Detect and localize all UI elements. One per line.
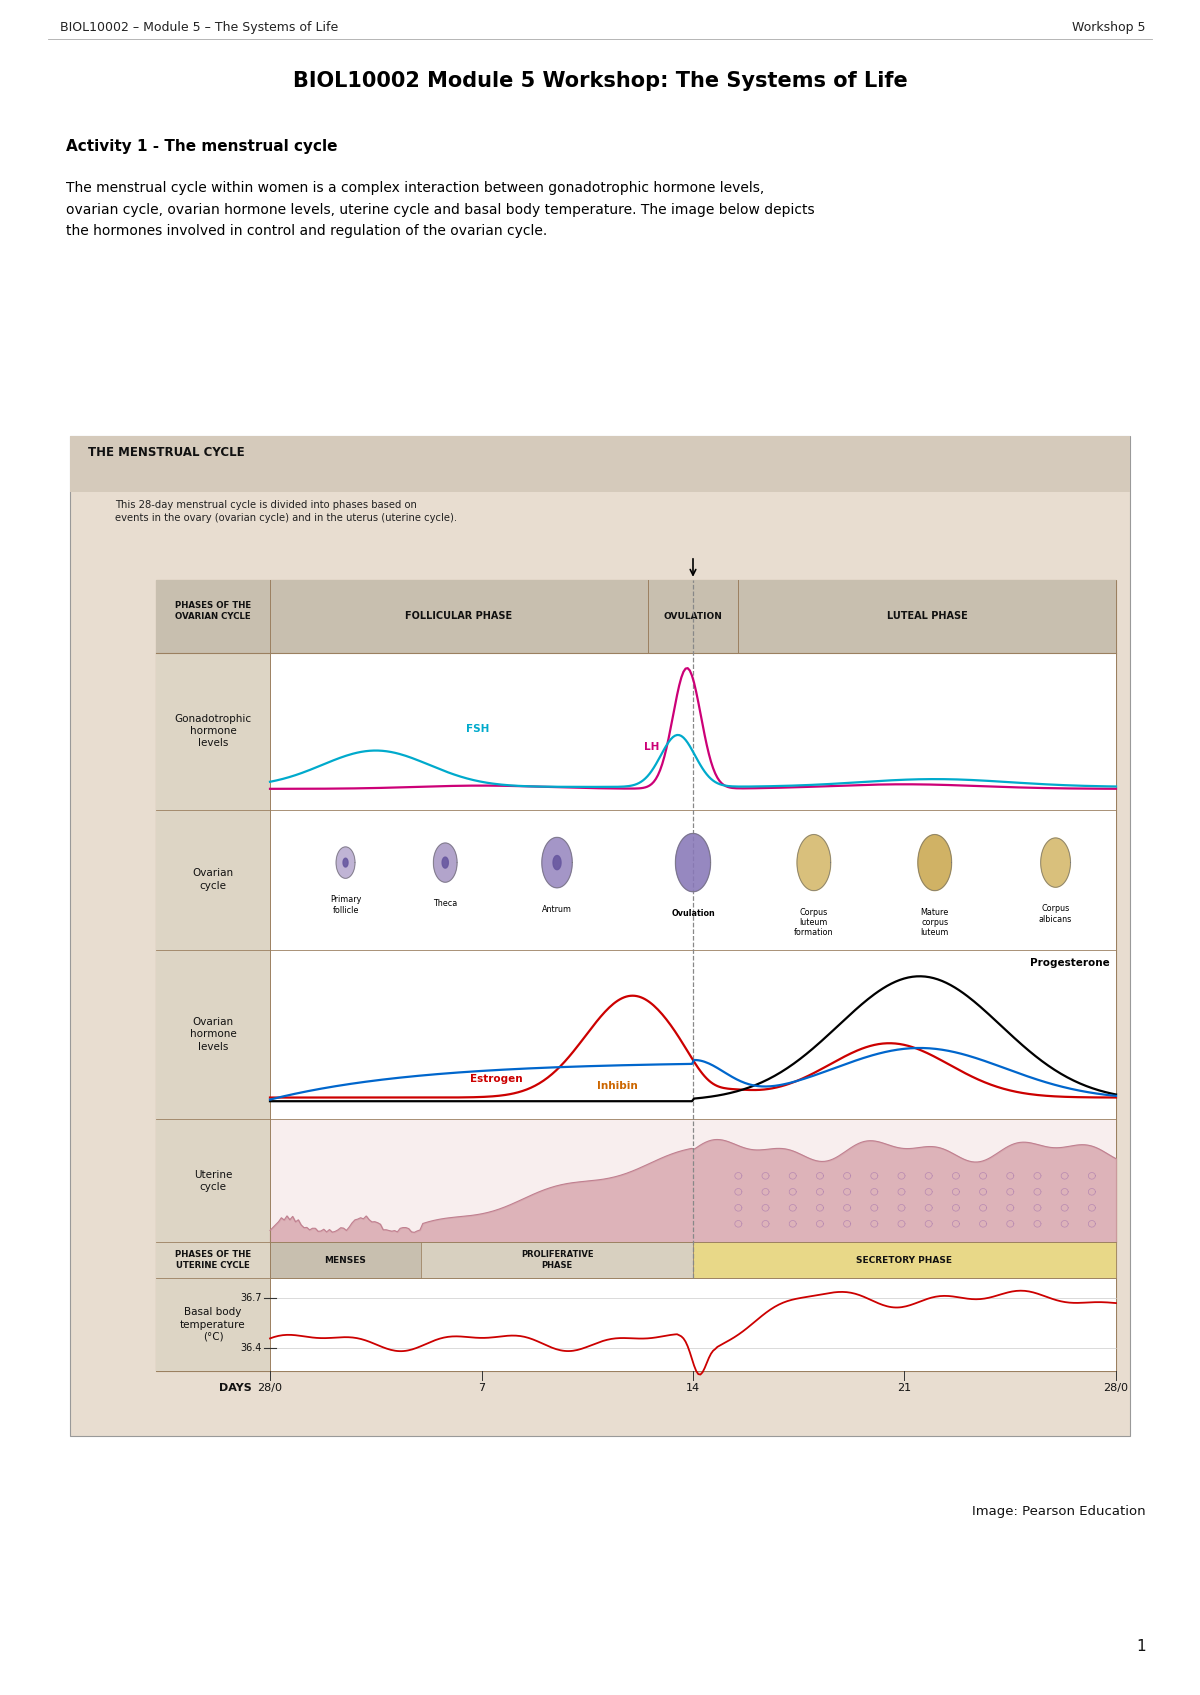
Text: Ovarian
cycle: Ovarian cycle [192, 868, 234, 892]
Text: Primary
follicle: Primary follicle [330, 895, 361, 915]
FancyBboxPatch shape [270, 810, 1116, 949]
Text: BIOL10002 Module 5 Workshop: The Systems of Life: BIOL10002 Module 5 Workshop: The Systems… [293, 71, 907, 92]
Text: Activity 1 - The menstrual cycle: Activity 1 - The menstrual cycle [66, 139, 337, 154]
FancyBboxPatch shape [70, 436, 1130, 1436]
Text: Inhibin: Inhibin [598, 1081, 638, 1092]
Text: PHASES OF THE
OVARIAN CYCLE: PHASES OF THE OVARIAN CYCLE [175, 602, 251, 620]
Text: Gonadotrophic
hormone
levels: Gonadotrophic hormone levels [174, 714, 252, 749]
Text: 7: 7 [478, 1383, 485, 1393]
FancyBboxPatch shape [694, 1242, 1116, 1278]
Text: 14: 14 [686, 1383, 700, 1393]
FancyBboxPatch shape [270, 949, 1116, 1119]
Text: LUTEAL PHASE: LUTEAL PHASE [887, 612, 967, 620]
FancyBboxPatch shape [156, 580, 1116, 653]
Text: FSH: FSH [467, 724, 490, 734]
Text: Image: Pearson Education: Image: Pearson Education [972, 1505, 1146, 1519]
Text: This 28-day menstrual cycle is divided into phases based on
events in the ovary : This 28-day menstrual cycle is divided i… [115, 500, 457, 524]
FancyBboxPatch shape [156, 580, 1116, 1371]
FancyBboxPatch shape [270, 1278, 1116, 1371]
Polygon shape [797, 834, 830, 890]
Text: OVULATION: OVULATION [664, 612, 722, 620]
Polygon shape [442, 858, 449, 868]
Polygon shape [343, 858, 348, 866]
Text: THE MENSTRUAL CYCLE: THE MENSTRUAL CYCLE [88, 446, 245, 459]
Polygon shape [918, 834, 952, 890]
FancyBboxPatch shape [156, 653, 270, 810]
Text: PROLIFERATIVE
PHASE: PROLIFERATIVE PHASE [521, 1251, 593, 1270]
Text: LH: LH [644, 742, 659, 753]
FancyBboxPatch shape [156, 810, 270, 949]
Text: 36.7: 36.7 [240, 1293, 262, 1303]
Polygon shape [433, 842, 457, 881]
Text: 1: 1 [1136, 1639, 1146, 1654]
Text: DAYS: DAYS [220, 1383, 252, 1393]
Text: Mature
corpus
luteum: Mature corpus luteum [920, 907, 949, 937]
Text: 36.4: 36.4 [240, 1342, 262, 1353]
Text: PHASES OF THE
UTERINE CYCLE: PHASES OF THE UTERINE CYCLE [175, 1249, 251, 1270]
Text: 21: 21 [898, 1383, 912, 1393]
FancyBboxPatch shape [270, 1119, 1116, 1242]
Text: Antrum: Antrum [542, 905, 572, 914]
Text: Workshop 5: Workshop 5 [1073, 20, 1146, 34]
Text: MENSES: MENSES [324, 1256, 366, 1264]
Text: Ovarian
hormone
levels: Ovarian hormone levels [190, 1017, 236, 1053]
FancyBboxPatch shape [70, 436, 1130, 492]
FancyBboxPatch shape [156, 949, 270, 1119]
Polygon shape [1040, 837, 1070, 886]
Text: BIOL10002 – Module 5 – The Systems of Life: BIOL10002 – Module 5 – The Systems of Li… [60, 20, 338, 34]
Text: Estrogen: Estrogen [470, 1075, 523, 1083]
Text: Progesterone: Progesterone [1031, 958, 1110, 968]
FancyBboxPatch shape [270, 653, 1116, 810]
Text: Basal body
temperature
(°C): Basal body temperature (°C) [180, 1307, 246, 1342]
Text: FOLLICULAR PHASE: FOLLICULAR PHASE [406, 612, 512, 620]
Polygon shape [676, 834, 710, 892]
Text: 28/0: 28/0 [258, 1383, 282, 1393]
Text: Ovulation: Ovulation [671, 909, 715, 917]
Polygon shape [553, 856, 562, 870]
Text: Theca: Theca [433, 898, 457, 909]
Text: SECRETORY PHASE: SECRETORY PHASE [857, 1256, 953, 1264]
Text: Uterine
cycle: Uterine cycle [194, 1170, 232, 1192]
FancyBboxPatch shape [421, 1242, 694, 1278]
FancyBboxPatch shape [156, 1278, 270, 1371]
Text: 28/0: 28/0 [1104, 1383, 1128, 1393]
Text: Corpus
luteum
formation: Corpus luteum formation [794, 907, 834, 937]
Polygon shape [336, 848, 355, 878]
Text: The menstrual cycle within women is a complex interaction between gonadotrophic : The menstrual cycle within women is a co… [66, 181, 815, 237]
Text: Corpus
albicans: Corpus albicans [1039, 903, 1072, 924]
FancyBboxPatch shape [156, 1242, 270, 1278]
FancyBboxPatch shape [156, 1119, 270, 1242]
Polygon shape [542, 837, 572, 888]
FancyBboxPatch shape [270, 1242, 421, 1278]
